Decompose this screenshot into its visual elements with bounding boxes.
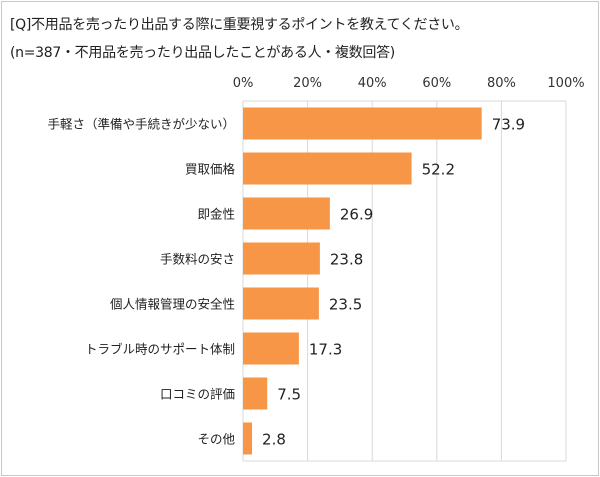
data-label: 7.5 [277,386,301,404]
bar [243,422,253,455]
data-label: 2.8 [262,431,286,449]
bar [243,152,412,185]
data-label: 23.8 [330,251,363,269]
data-label: 23.5 [329,296,362,314]
chart-subtitle: (n=387・不用品を売ったり出品したことがある人・複数回答) [10,45,395,61]
bar [243,287,319,320]
data-label: 52.2 [422,161,455,179]
category-label: 買取価格 [185,162,236,177]
x-tick-label: 100% [547,76,584,91]
category-label: その他 [197,432,235,447]
chart-title: [Q]不用品を売ったり出品する際に重要視するポイントを教えてください。 [10,17,469,33]
bar [243,377,268,410]
x-tick-label: 80% [487,76,516,91]
data-label: 73.9 [492,116,525,134]
category-label: 即金性 [197,207,235,222]
category-label: 口コミの評価 [160,387,235,402]
x-tick-label: 20% [293,76,322,91]
x-tick-label: 40% [358,76,387,91]
x-tick-label: 0% [233,76,254,91]
bar [243,107,482,140]
category-label: トラブル時のサポート体制 [85,342,235,357]
category-label: 手数料の安さ [160,252,235,267]
category-label: 個人情報管理の安全性 [110,297,235,312]
category-label: 手軽さ（準備や手続きが少ない） [47,117,235,132]
data-label: 26.9 [340,206,373,224]
bar [243,242,320,275]
x-tick-label: 60% [422,76,451,91]
bar [243,197,330,230]
data-label: 17.3 [309,341,342,359]
bar [243,332,299,365]
